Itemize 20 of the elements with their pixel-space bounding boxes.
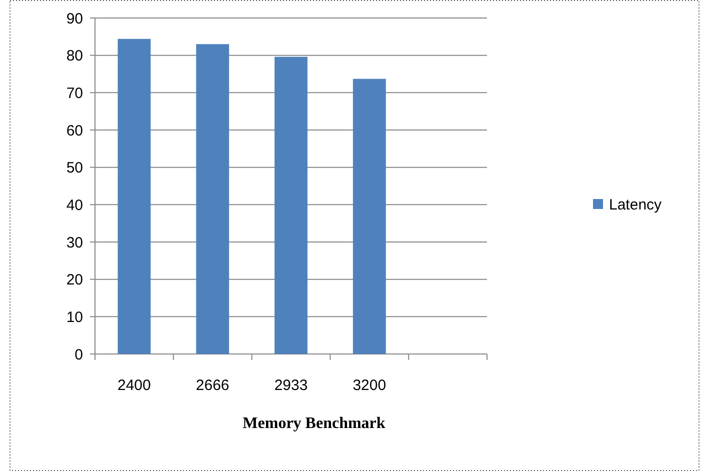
x-tick-label: 3200 [352,377,386,394]
bar [352,78,386,354]
x-tick-label: 2666 [196,377,230,394]
y-tick-label: 90 [66,10,83,28]
x-tick-label: 2400 [118,377,151,394]
y-tick-label: 60 [66,122,83,140]
bar [118,38,151,354]
text: Memory Benchmark [242,415,386,432]
x-tick-label: 2933 [274,377,308,394]
bar [274,56,308,354]
legend-label: Latency [609,196,662,214]
y-tick-label: 70 [66,84,83,102]
y-tick-label: 0 [74,346,83,364]
y-tick-label: 10 [66,308,83,326]
bar [196,44,230,354]
y-tick-label: 50 [66,160,83,177]
y-tick-label: 20 [66,272,83,289]
y-tick-label: 30 [66,234,83,252]
y-tick-label: 80 [66,48,83,65]
y-tick-label: 40 [66,196,83,214]
